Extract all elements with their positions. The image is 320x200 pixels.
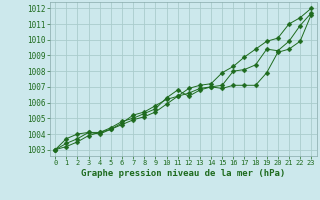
- X-axis label: Graphe pression niveau de la mer (hPa): Graphe pression niveau de la mer (hPa): [81, 169, 285, 178]
